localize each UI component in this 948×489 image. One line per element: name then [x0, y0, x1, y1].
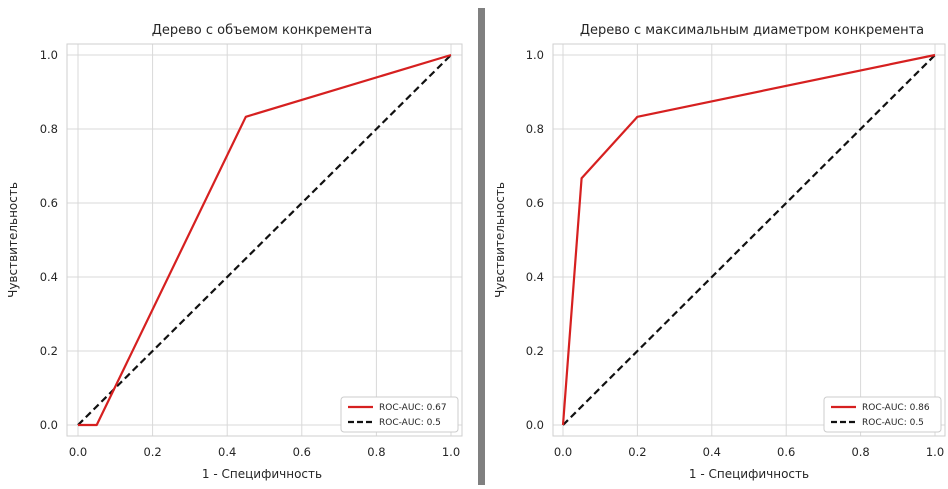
roc-chart-diameter: Дерево с максимальным диаметром конкреме… [493, 23, 946, 481]
x-tick-label: 0.6 [777, 445, 795, 459]
plot-frame [66, 43, 463, 437]
roc-curve [561, 53, 936, 426]
x-tick-label: 0.4 [703, 445, 721, 459]
x-tick-label: 0.0 [69, 445, 87, 459]
x-tick-label: 1.0 [926, 445, 944, 459]
legend-entry-chance: ROC-AUC: 0.5 [379, 418, 441, 428]
legend-entry-roc: ROC-AUC: 0.67 [379, 403, 447, 413]
x-tick-label: 0.6 [293, 445, 311, 459]
roc-curve [78, 53, 452, 427]
grid-lines [67, 44, 462, 436]
legend: ROC-AUC: 0.67 ROC-AUC: 0.5 [340, 396, 459, 433]
y-tick-label: 0.0 [40, 418, 58, 432]
chart-title: Дерево с максимальным диаметром конкреме… [580, 23, 924, 38]
y-tick-labels: 0.0 0.2 0.4 0.6 0.8 1.0 [40, 48, 58, 432]
y-tick-label: 1.0 [526, 48, 544, 62]
chance-line [562, 54, 936, 426]
y-tick-label: 0.8 [40, 122, 58, 136]
x-tick-label: 0.8 [367, 445, 385, 459]
x-axis-label: 1 - Специфичность [689, 467, 809, 481]
x-tick-label: 0.2 [628, 445, 646, 459]
legend-entry-roc: ROC-AUC: 0.86 [862, 403, 930, 413]
x-axis-label: 1 - Специфичность [202, 467, 322, 481]
x-tick-label: 0.4 [218, 445, 236, 459]
legend: ROC-AUC: 0.86 ROC-AUC: 0.5 [823, 396, 942, 433]
y-tick-label: 0.6 [526, 196, 544, 210]
y-tick-label: 0.2 [40, 344, 58, 358]
y-tick-label: 0.0 [526, 418, 544, 432]
legend-box [340, 396, 459, 433]
y-tick-label: 1.0 [40, 48, 58, 62]
y-tick-label: 0.2 [526, 344, 544, 358]
legend-entry-chance: ROC-AUC: 0.5 [862, 418, 924, 428]
y-tick-label: 0.8 [526, 122, 544, 136]
y-axis-label: Чувствительность [493, 182, 507, 298]
x-tick-label: 0.2 [143, 445, 161, 459]
x-tick-label: 0.8 [851, 445, 869, 459]
x-tick-labels: 0.0 0.2 0.4 0.6 0.8 1.0 [69, 445, 460, 459]
x-tick-label: 0.0 [554, 445, 572, 459]
x-tick-label: 1.0 [442, 445, 460, 459]
y-axis-label: Чувствительность [6, 182, 20, 298]
y-tick-label: 0.4 [526, 270, 544, 284]
roc-chart-volume: Дерево с объемом конкремента 0.0 0.2 0.4 0.… [6, 23, 463, 481]
y-tick-label: 0.6 [40, 196, 58, 210]
legend-box [823, 396, 942, 433]
x-tick-labels: 0.0 0.2 0.4 0.6 0.8 1.0 [554, 445, 944, 459]
chart-title: Дерево с объемом конкремента [152, 23, 373, 38]
plot-frame [552, 43, 946, 437]
panel-divider [478, 8, 485, 485]
y-tick-label: 0.4 [40, 270, 58, 284]
y-tick-labels: 0.0 0.2 0.4 0.6 0.8 1.0 [526, 48, 544, 432]
